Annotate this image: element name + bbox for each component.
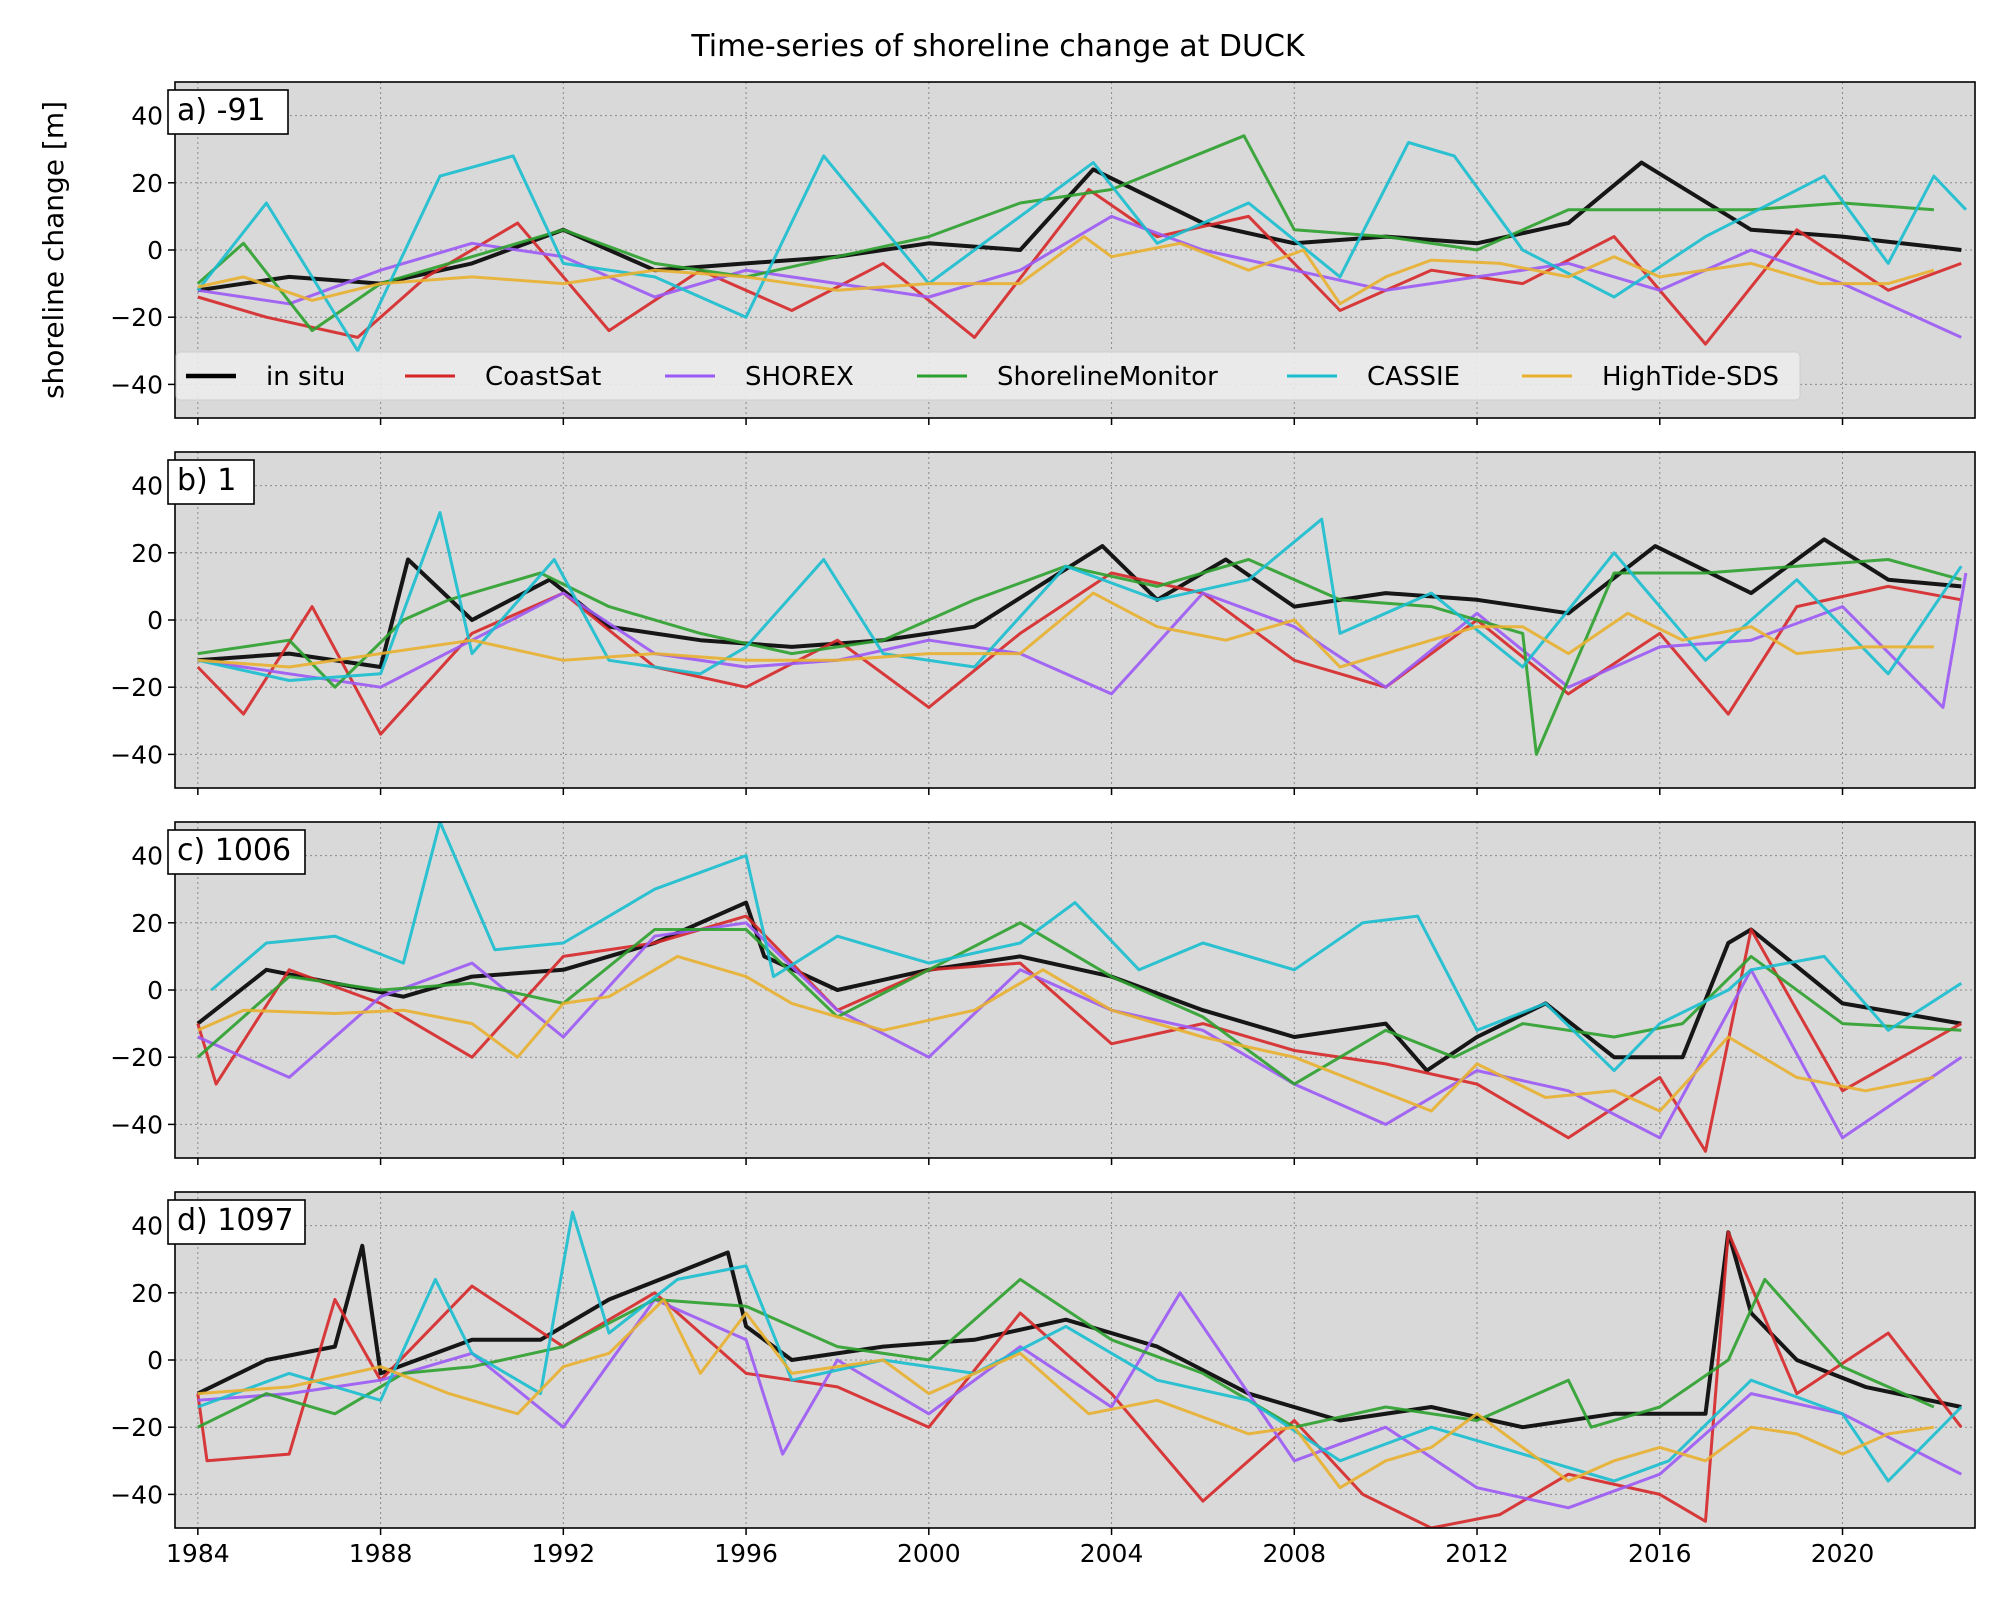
y-tick-label: 0 (147, 976, 163, 1005)
x-tick-label: 1996 (714, 1539, 778, 1568)
y-tick-label: 0 (147, 1346, 163, 1375)
y-tick-label: −40 (110, 1480, 163, 1509)
x-tick-label: 2016 (1628, 1539, 1692, 1568)
series-line-shorelinemonitor (196, 921, 1962, 1086)
series-group (196, 822, 1963, 1153)
series-line-coastsat (197, 188, 1962, 346)
y-tick-label: 20 (131, 1279, 163, 1308)
y-tick-label: −20 (110, 1413, 163, 1442)
legend-label-coastsat: CoastSat (485, 362, 601, 392)
series-line-in-situ (197, 160, 1962, 293)
y-tick-label: 0 (147, 236, 163, 265)
y-tick-label: 40 (131, 1212, 163, 1241)
series-group (196, 134, 1967, 353)
series-line-shorex (197, 572, 1968, 709)
legend: in situ CoastSat SHOREX ShorelineMonitor CAS… (175, 351, 1801, 401)
x-tick-label: 2000 (897, 1539, 961, 1568)
legend-label-in-situ: in situ (266, 362, 345, 392)
series-line-shorex (197, 921, 1963, 1140)
panel-label-frame (167, 829, 306, 875)
series-line-cassie (196, 141, 1967, 353)
panel-3: −40 −20 0 20 40 c) 1006 (110, 821, 1976, 1165)
x-tick-label: 1984 (166, 1539, 230, 1568)
y-tick-label: 40 (131, 842, 163, 871)
panel-1: −40 −20 0 20 40 a) -91 in situ CoastSat SHOREX Sh… (110, 81, 1976, 425)
y-axis-label: shoreline change [m] (37, 101, 70, 399)
series-line-hightide-sds (197, 954, 1935, 1113)
series-line-coastsat (196, 914, 1963, 1153)
legend-label-shorex: SHOREX (745, 362, 854, 392)
panel-label: d) 1097 (177, 1203, 294, 1238)
legend-label-shorelinemonitor: ShorelineMonitor (997, 362, 1218, 392)
y-tick-label: 20 (131, 909, 163, 938)
series-line-hightide-sds (197, 235, 1935, 306)
panel-label-frame (167, 459, 255, 505)
panel-2: −40 −20 0 20 40 b) 1 (110, 451, 1976, 795)
panel-label: c) 1006 (177, 833, 291, 868)
chart-title: Time-series of shoreline change at DUCK (690, 29, 1306, 64)
y-tick-label: −40 (110, 1110, 163, 1139)
y-tick-label: −20 (110, 303, 163, 332)
x-tick-label: 2012 (1445, 1539, 1509, 1568)
y-tick-label: 40 (131, 102, 163, 131)
panel-label-box: d) 1097 (167, 1199, 306, 1245)
panel-4: −40 −20 0 20 40 1984 1988 1992 1996 2000 2004 2008 2… (110, 1191, 1976, 1568)
panel-label-frame (167, 1199, 306, 1245)
series-line-shorelinemonitor (196, 134, 1935, 333)
panel-label: b) 1 (177, 463, 236, 498)
series-line-shorex (197, 214, 1962, 339)
series-group (196, 1210, 1963, 1528)
y-tick-label: −20 (110, 673, 163, 702)
panel-label-box: b) 1 (167, 459, 255, 505)
series-line-in-situ (196, 1230, 1962, 1430)
x-tick-label: 2008 (1262, 1539, 1326, 1568)
x-tick-label: 2020 (1811, 1539, 1875, 1568)
panels-group: −40 −20 0 20 40 a) -91 in situ CoastSat SHOREX Sh… (110, 81, 1976, 1568)
panel-label-box: c) 1006 (167, 829, 306, 875)
panel-label: a) -91 (177, 93, 266, 128)
series-line-hightide-sds (197, 1298, 1935, 1490)
legend-label-cassie: CASSIE (1367, 362, 1460, 392)
panel-label-box: a) -91 (167, 89, 289, 135)
x-tick-label: 1988 (349, 1539, 413, 1568)
series-line-shorex (197, 1291, 1962, 1510)
y-tick-label: 0 (147, 606, 163, 635)
grid-lines (175, 1192, 1975, 1528)
series-line-shorelinemonitor (197, 1277, 1935, 1429)
y-tick-label: 20 (131, 539, 163, 568)
y-tick-label: −20 (110, 1043, 163, 1072)
y-tick-label: −40 (110, 740, 163, 769)
series-line-cassie (197, 511, 1963, 682)
y-tick-label: 20 (131, 169, 163, 198)
x-tick-label: 2004 (1080, 1539, 1144, 1568)
series-line-coastsat (196, 571, 1962, 736)
x-tick-label: 1992 (532, 1539, 596, 1568)
panel-label-frame (167, 89, 289, 135)
series-line-hightide-sds (197, 591, 1934, 669)
y-tick-label: −40 (110, 370, 163, 399)
series-group (196, 511, 1968, 756)
y-tick-label: 40 (131, 472, 163, 501)
legend-label-hightide-sds: HighTide-SDS (1602, 362, 1779, 392)
series-line-cassie (210, 822, 1963, 1073)
legend-frame (175, 351, 1801, 401)
grid-lines (175, 452, 1975, 788)
